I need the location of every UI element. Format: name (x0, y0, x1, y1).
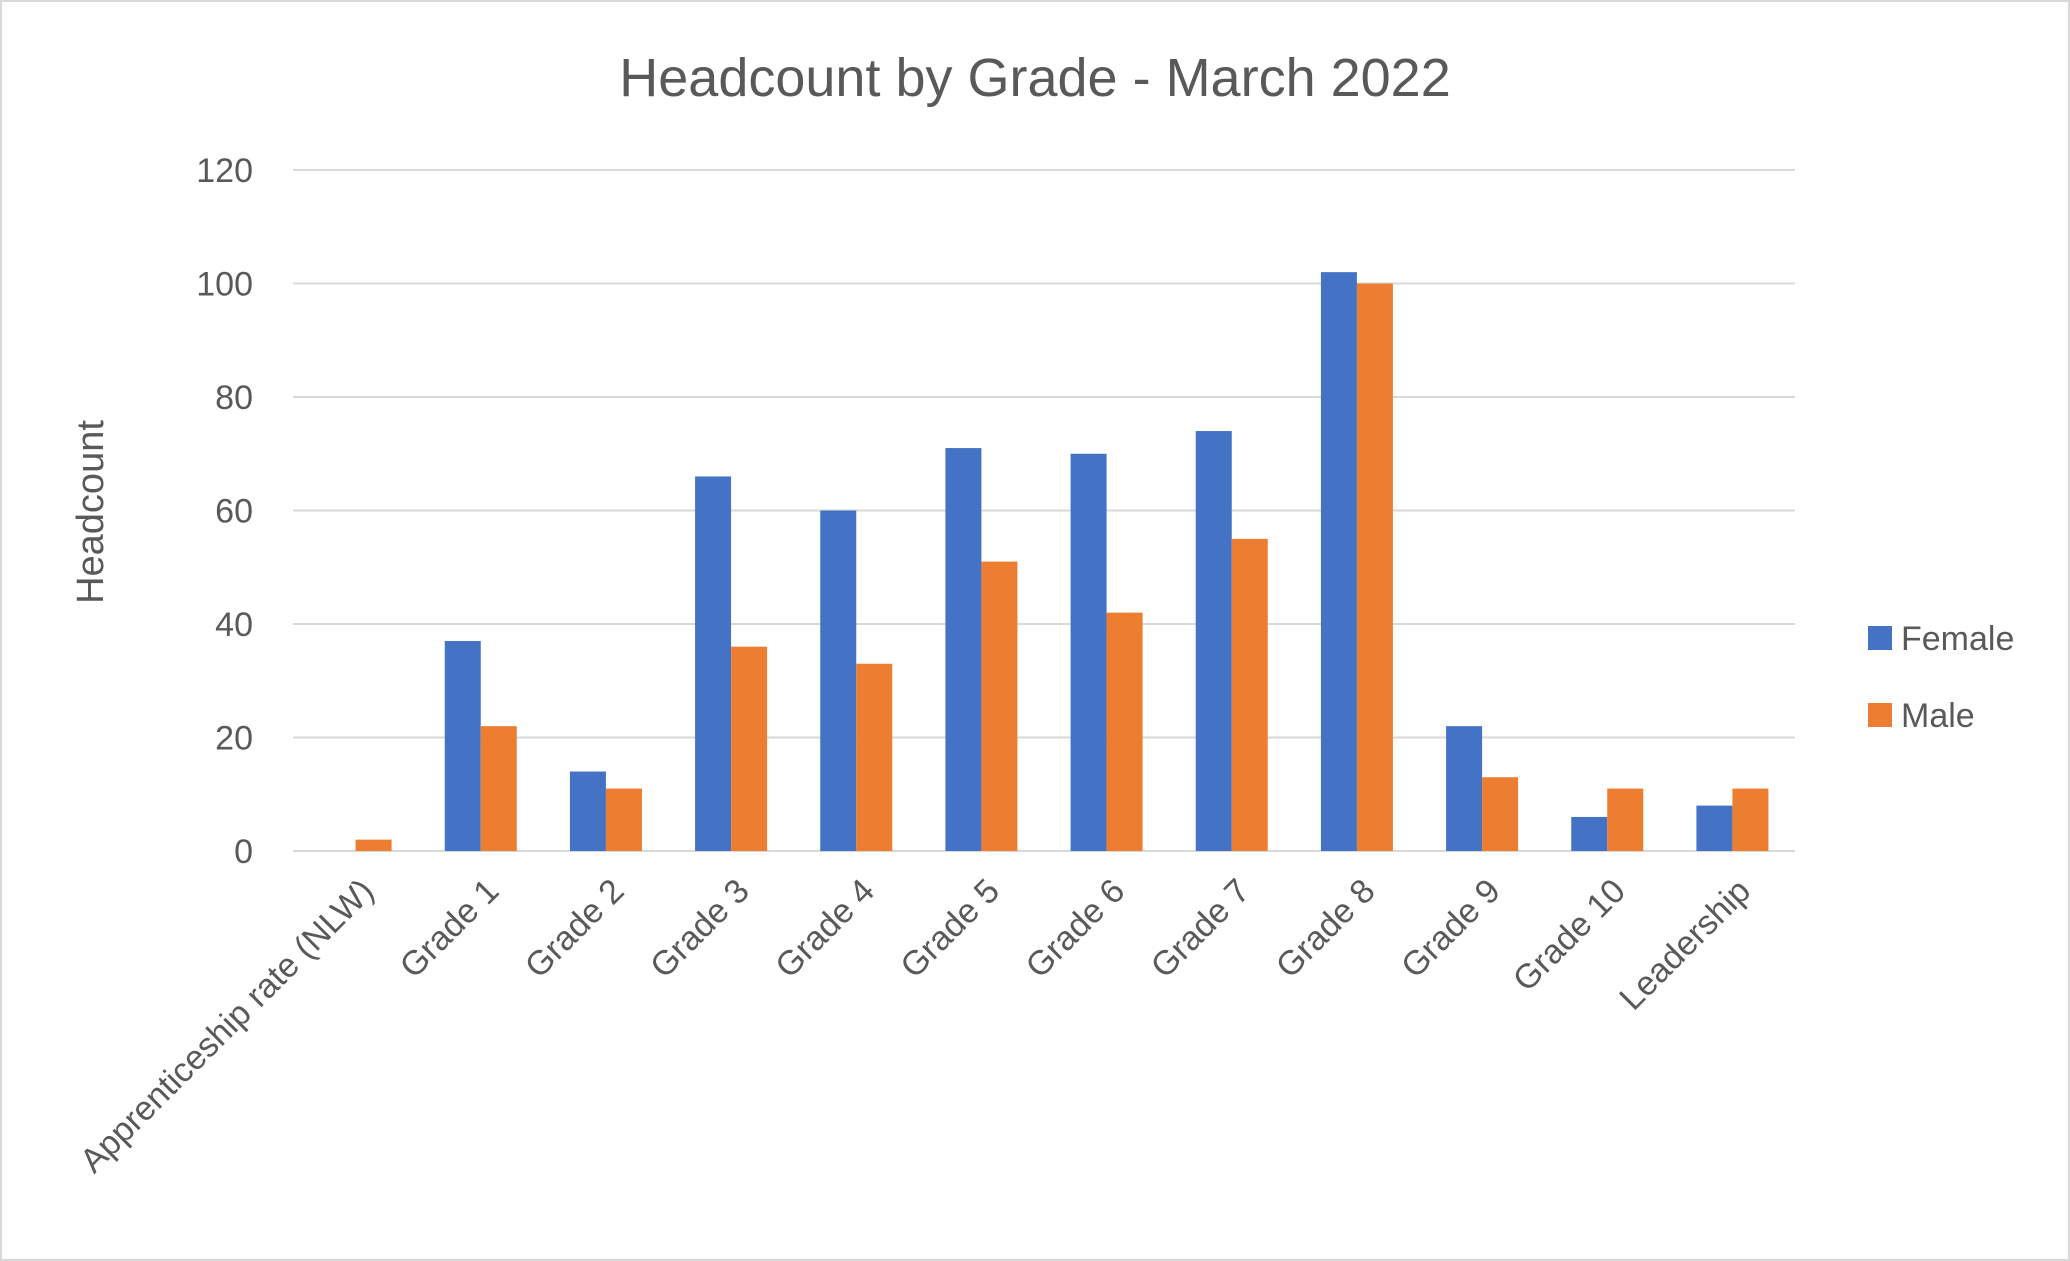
x-tick-label: Grade 3 (643, 872, 757, 986)
bar-male-9 (1482, 777, 1519, 851)
bar-male-5 (981, 561, 1018, 851)
y-tick-label: 60 (215, 493, 253, 531)
bar-female-4 (820, 510, 857, 851)
y-axis-ticks: 0 20 40 60 80 100 120 (196, 152, 253, 871)
bar-male-11 (1732, 788, 1769, 851)
y-tick-label: 40 (215, 606, 253, 644)
x-tick-label: Grade 8 (1269, 872, 1383, 986)
bar-female-8 (1320, 272, 1357, 851)
bar-male-6 (1106, 612, 1143, 851)
bar-male-1 (480, 726, 517, 851)
y-tick-label: 20 (215, 720, 253, 758)
x-tick-label: Grade 10 (1506, 872, 1633, 999)
legend-swatch-male (1868, 703, 1892, 727)
x-tick-label: Grade 7 (1144, 872, 1258, 986)
bar-female-3 (695, 476, 732, 851)
bar-female-7 (1195, 431, 1232, 851)
gridlines (293, 169, 1795, 852)
bar-male-10 (1607, 788, 1644, 851)
bar-female-2 (569, 771, 606, 851)
legend-label-female: Female (1901, 620, 2014, 658)
bar-female-1 (444, 641, 481, 851)
legend: Female Male (1868, 620, 2014, 735)
bars (355, 272, 1769, 851)
legend-swatch-female (1868, 626, 1892, 650)
bar-female-11 (1696, 805, 1733, 851)
y-tick-label: 0 (234, 833, 253, 871)
bar-female-5 (945, 448, 982, 851)
bar-male-7 (1231, 538, 1268, 851)
y-tick-label: 80 (215, 379, 253, 417)
bar-female-6 (1070, 453, 1107, 851)
y-tick-label: 120 (196, 152, 253, 190)
x-tick-label: Leadership (1612, 872, 1758, 1018)
bar-female-10 (1571, 816, 1608, 851)
x-tick-label: Grade 2 (518, 872, 632, 986)
bar-male-4 (856, 663, 893, 851)
bar-male-8 (1356, 283, 1393, 851)
x-tick-label: Grade 9 (1394, 872, 1508, 986)
x-tick-label: Grade 6 (1018, 872, 1132, 986)
x-tick-label: Grade 1 (393, 872, 507, 986)
y-tick-label: 100 (196, 266, 253, 304)
chart-title: Headcount by Grade - March 2022 (619, 48, 1450, 108)
x-tick-label: Grade 4 (768, 872, 882, 986)
y-axis-label: Headcount (70, 420, 112, 604)
bar-male-3 (731, 646, 768, 851)
x-tick-label: Apprenticeship rate (NLW) (73, 872, 381, 1180)
x-tick-label: Grade 5 (893, 872, 1007, 986)
bar-male-0 (355, 839, 392, 851)
legend-label-male: Male (1901, 697, 1975, 735)
bar-male-2 (605, 788, 642, 851)
bar-female-9 (1446, 726, 1483, 851)
